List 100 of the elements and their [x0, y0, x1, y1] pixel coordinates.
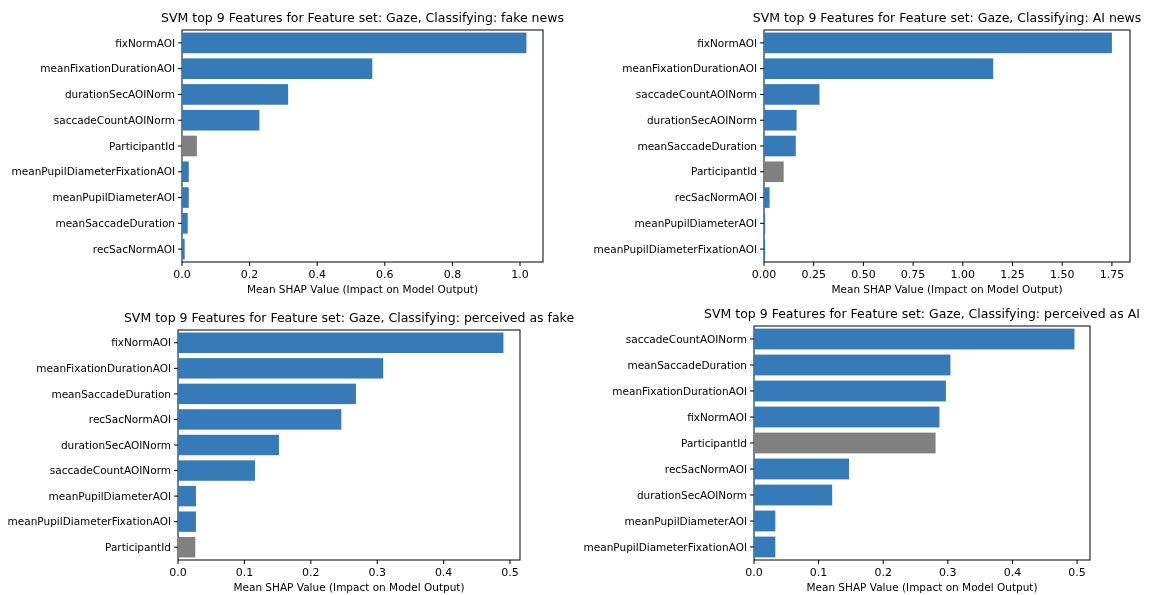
x-tick-label: 0.2	[302, 566, 320, 579]
y-tick-label: meanPupilDiameterAOI	[624, 514, 747, 527]
y-tick-label: durationSecAOINorm	[60, 438, 171, 451]
bar	[754, 380, 946, 402]
bar	[182, 109, 260, 131]
x-axis-title: Mean SHAP Value (Impact on Model Output)	[233, 581, 465, 593]
bar	[178, 485, 196, 507]
y-tick-label: saccadeCountAOINorm	[53, 113, 175, 126]
x-tick-label: 0.4	[1003, 566, 1022, 579]
bar	[754, 354, 951, 376]
x-tick-label: 1.75	[1099, 268, 1125, 281]
x-tick-label: 0.75	[900, 268, 926, 281]
x-tick-label: 0.5	[1068, 566, 1086, 579]
bar	[178, 434, 279, 456]
bar	[182, 32, 527, 54]
chart-title: SVM top 9 Features for Feature set: Gaze, Classifying: fake news	[161, 10, 564, 25]
bar	[764, 187, 770, 208]
bar	[764, 84, 820, 105]
bar	[182, 135, 197, 157]
x-tick-label: 0.50	[851, 268, 876, 281]
bar	[178, 358, 384, 379]
bar	[178, 511, 196, 532]
x-tick-label: 0.1	[235, 566, 254, 579]
x-tick-label: 0.3	[939, 566, 957, 579]
chart-title: SVM top 9 Features for Feature set: Gaze, Classifying: perceived as AI	[704, 306, 1140, 321]
bar	[178, 383, 356, 405]
x-tick-label: 0.3	[368, 566, 386, 579]
bar	[754, 458, 849, 480]
x-axis-title: Mean SHAP Value (Impact on Model Output)	[831, 283, 1063, 295]
y-tick-label: meanFixationDurationAOI	[36, 362, 171, 375]
x-tick-label: 0.5	[501, 566, 519, 579]
x-axis-title: Mean SHAP Value (Impact on Model Output)	[806, 581, 1038, 593]
x-axis-title: Mean SHAP Value (Impact on Model Output)	[246, 283, 479, 295]
y-tick-label: ParticipantId	[681, 436, 747, 449]
bar	[178, 460, 256, 481]
y-tick-label: fixNormAOI	[697, 36, 757, 49]
bar	[764, 161, 784, 183]
x-tick-label: 0.8	[443, 268, 462, 281]
y-tick-label: meanSaccadeDuration	[51, 387, 171, 400]
bar	[754, 406, 940, 428]
bar	[182, 238, 185, 260]
y-tick-label: durationSecAOINorm	[64, 88, 175, 101]
y-tick-label: ParticipantId	[691, 165, 757, 178]
y-tick-label: saccadeCountAOINorm	[635, 88, 757, 101]
bar	[754, 432, 936, 454]
x-tick-label: 1.25	[1000, 268, 1025, 281]
bar	[178, 409, 342, 430]
y-tick-label: meanFixationDurationAOI	[40, 62, 175, 75]
bar	[754, 536, 776, 558]
y-tick-label: recSacNormAOI	[88, 413, 171, 426]
bar	[182, 58, 373, 79]
y-tick-label: meanSaccadeDuration	[637, 139, 757, 152]
bar	[764, 109, 797, 131]
x-tick-label: 0.2	[240, 268, 259, 281]
x-tick-label: 0.00	[751, 268, 777, 281]
x-tick-label: 1.50	[1049, 268, 1075, 281]
bar	[182, 84, 289, 105]
bar	[182, 187, 189, 208]
y-tick-label: meanPupilDiameterFixationAOI	[7, 515, 171, 528]
bar	[764, 32, 1112, 54]
bar	[182, 161, 189, 183]
y-tick-label: meanPupilDiameterAOI	[634, 217, 757, 230]
y-tick-label: meanPupilDiameterFixationAOI	[593, 242, 757, 255]
x-tick-label: 0.0	[173, 268, 191, 281]
y-tick-label: recSacNormAOI	[92, 242, 175, 255]
y-tick-label: durationSecAOINorm	[636, 488, 747, 501]
chart-title: SVM top 9 Features for Feature set: Gaze, Classifying: perceived as fake	[123, 310, 575, 325]
bar	[178, 332, 504, 353]
y-tick-label: meanFixationDurationAOI	[622, 62, 757, 75]
y-tick-label: durationSecAOINorm	[646, 113, 757, 126]
bar	[764, 135, 796, 157]
x-tick-label: 0.2	[874, 566, 892, 579]
y-tick-label: fixNormAOI	[111, 336, 171, 349]
y-tick-label: meanPupilDiameterAOI	[52, 191, 175, 204]
x-tick-label: 0.4	[434, 566, 453, 579]
y-tick-label: recSacNormAOI	[664, 462, 747, 475]
chart-title: SVM top 9 Features for Feature set: Gaze, Classifying: AI news	[752, 10, 1142, 25]
bar	[754, 510, 776, 532]
y-tick-label: meanPupilDiameterFixationAOI	[11, 165, 175, 178]
bar	[764, 58, 994, 79]
x-tick-label: 0.1	[809, 566, 828, 579]
bar	[182, 213, 188, 234]
y-tick-label: meanSaccadeDuration	[55, 217, 175, 230]
x-tick-label: 0.0	[745, 566, 763, 579]
y-tick-label: ParticipantId	[109, 139, 175, 152]
y-tick-label: fixNormAOI	[115, 36, 175, 49]
y-tick-label: meanPupilDiameterFixationAOI	[583, 540, 747, 553]
y-tick-label: meanSaccadeDuration	[627, 358, 747, 371]
x-tick-label: 0.0	[169, 566, 187, 579]
bar	[754, 328, 1075, 350]
x-tick-label: 1.0	[511, 268, 529, 281]
bar	[754, 484, 833, 506]
y-tick-label: fixNormAOI	[687, 410, 747, 423]
y-tick-label: ParticipantId	[105, 540, 171, 553]
x-tick-label: 1.00	[950, 268, 976, 281]
x-tick-label: 0.25	[801, 268, 826, 281]
x-tick-label: 0.4	[308, 268, 326, 281]
y-tick-label: saccadeCountAOINorm	[49, 464, 171, 477]
bar	[178, 537, 196, 558]
y-tick-label: saccadeCountAOINorm	[625, 332, 747, 345]
